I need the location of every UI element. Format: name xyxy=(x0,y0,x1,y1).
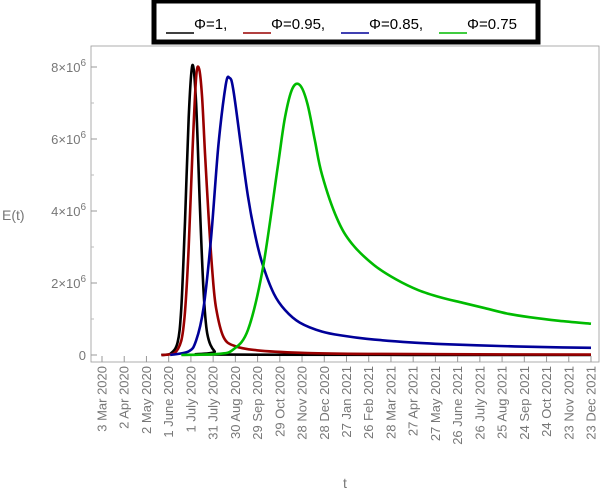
legend-box xyxy=(151,0,541,45)
x-tick-label-19: 24 Sep 2021 xyxy=(517,366,532,440)
legend-label-2: Φ=0.95, xyxy=(271,16,325,33)
x-tick-label-18: 25 Aug 2021 xyxy=(495,366,510,439)
y-tick-label-0: 0 xyxy=(79,348,86,363)
x-tick-label-2: 2 May 2020 xyxy=(139,366,154,434)
series-layer xyxy=(161,63,592,357)
x-tick-label-22: 23 Dec 2021 xyxy=(584,366,599,440)
x-tick-label-13: 28 Mar 2021 xyxy=(384,366,399,439)
y-axis-label: E(t) xyxy=(2,207,25,223)
series-line-4 xyxy=(181,82,592,357)
legend: Φ=1, Φ=0.95, Φ=0.85, Φ=0.75 xyxy=(151,0,541,45)
x-axis: 3 Mar 2020 2 Apr 2020 2 May 2020 1 June 202… xyxy=(95,356,599,445)
y-tick-label-3: 6×106 xyxy=(51,130,86,147)
legend-label-3: Φ=0.85, xyxy=(369,16,423,33)
y-tick-label-2: 4×106 xyxy=(51,202,86,219)
series-line-1 xyxy=(161,63,592,357)
x-tick-label-8: 29 Oct 2020 xyxy=(272,366,287,437)
x-tick-label-21: 23 Nov 2021 xyxy=(561,366,576,440)
series-line-3 xyxy=(169,75,592,357)
plot-frame xyxy=(90,45,600,363)
x-tick-label-3: 1 June 2020 xyxy=(161,366,176,438)
x-tick-label-5: 31 July 2020 xyxy=(206,366,221,440)
x-tick-label-17: 26 July 2021 xyxy=(472,366,487,440)
x-tick-label-6: 30 Aug 2020 xyxy=(228,366,243,439)
x-tick-label-11: 27 Jan 2021 xyxy=(339,366,354,438)
x-tick-label-20: 24 Oct 2021 xyxy=(539,366,554,437)
x-tick-label-7: 29 Sep 2020 xyxy=(250,366,265,440)
x-tick-label-16: 26 June 2021 xyxy=(450,366,465,445)
x-tick-label-12: 26 Feb 2021 xyxy=(361,366,376,439)
y-tick-label-4: 8×106 xyxy=(51,58,86,75)
y-axis: 0 2×106 4×106 6×106 8×106 xyxy=(51,58,97,363)
legend-label-1: Φ=1, xyxy=(194,16,227,33)
x-tick-label-0: 3 Mar 2020 xyxy=(95,366,110,432)
series-line-2 xyxy=(161,65,592,357)
x-tick-label-15: 27 May 2021 xyxy=(428,366,443,441)
x-tick-label-4: 1 July 2020 xyxy=(183,366,198,433)
x-tick-label-14: 27 Apr 2021 xyxy=(406,366,421,436)
y-tick-label-1: 2×106 xyxy=(51,274,86,291)
x-axis-label: t xyxy=(343,475,347,491)
legend-label-4: Φ=0.75 xyxy=(467,16,517,33)
x-tick-label-10: 28 Dec 2020 xyxy=(317,366,332,440)
x-tick-label-1: 2 Apr 2020 xyxy=(117,366,132,429)
x-tick-label-9: 28 Nov 2020 xyxy=(295,366,310,440)
